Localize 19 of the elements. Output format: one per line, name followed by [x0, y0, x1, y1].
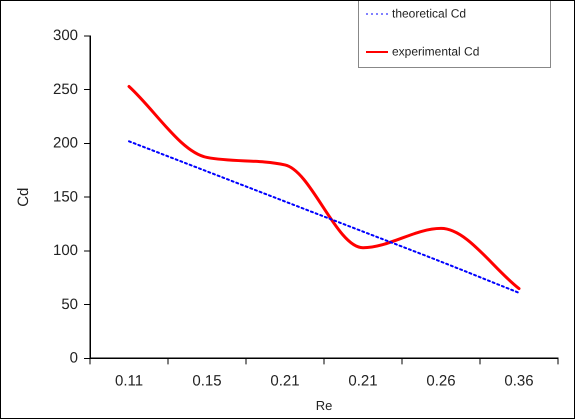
- legend-label: experimental Cd: [392, 44, 480, 58]
- x-tick-label: 0.36: [504, 372, 534, 390]
- y-tick-label: 100: [52, 242, 78, 260]
- y-tick-label: 150: [52, 188, 78, 206]
- line-series: [128, 140, 520, 294]
- x-tick-label: 0.26: [426, 372, 456, 390]
- x-tick-label: 0.21: [348, 372, 378, 390]
- y-axis-title: Cd: [15, 188, 32, 207]
- x-axis-title: Re: [316, 398, 332, 413]
- x-tick-label: 0.21: [270, 372, 300, 390]
- y-tick-label: 300: [52, 27, 78, 44]
- x-tick-label: 0.15: [192, 372, 222, 390]
- legend-label: theoretical Cd: [392, 6, 466, 20]
- x-tick-label: 0.11: [114, 372, 144, 390]
- y-tick-label: 0: [70, 350, 78, 367]
- y-tick-label: 50: [61, 296, 78, 313]
- line-series: [128, 85, 520, 290]
- y-tick-label: 200: [52, 134, 78, 152]
- y-tick-label: 250: [52, 80, 78, 98]
